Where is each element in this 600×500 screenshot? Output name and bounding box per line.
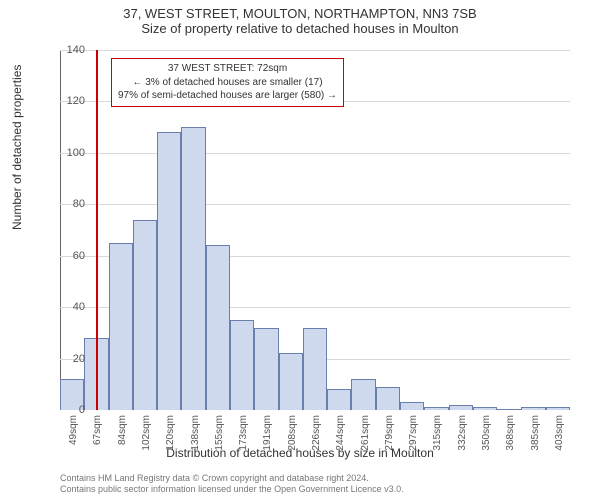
y-tick-label: 40 — [55, 301, 85, 313]
histogram-bar — [230, 320, 254, 410]
chart-plot-area: 37 WEST STREET: 72sqm← 3% of detached ho… — [60, 50, 570, 410]
histogram-bar — [546, 407, 570, 410]
x-tick-label: 226sqm — [311, 415, 322, 451]
x-tick-label: 120sqm — [165, 415, 176, 451]
histogram-bar — [400, 402, 424, 410]
info-box-line: 37 WEST STREET: 72sqm — [118, 62, 337, 76]
x-tick-label: 173sqm — [238, 415, 249, 451]
chart-title-block: 37, WEST STREET, MOULTON, NORTHAMPTON, N… — [0, 0, 600, 36]
histogram-bar — [424, 407, 448, 410]
chart-title-sub: Size of property relative to detached ho… — [0, 21, 600, 36]
y-tick-label: 120 — [55, 95, 85, 107]
footer-line-2: Contains public sector information licen… — [60, 484, 404, 496]
gridline — [60, 50, 570, 51]
histogram-bar — [303, 328, 327, 410]
y-tick-label: 60 — [55, 250, 85, 262]
histogram-bar — [376, 387, 400, 410]
histogram-bar — [181, 127, 205, 410]
histogram-bar — [521, 407, 545, 410]
x-tick-label: 102sqm — [141, 415, 152, 451]
histogram-bar — [157, 132, 181, 410]
histogram-bar — [109, 243, 133, 410]
histogram-bar — [473, 407, 497, 410]
info-box-line: ← 3% of detached houses are smaller (17) — [118, 76, 337, 90]
y-axis-label: Number of detached properties — [10, 65, 24, 230]
x-tick-label: 350sqm — [481, 415, 492, 451]
footer-attribution: Contains HM Land Registry data © Crown c… — [60, 473, 404, 496]
histogram-bar — [449, 405, 473, 410]
x-tick-label: 261sqm — [360, 415, 371, 451]
x-tick-label: 138sqm — [190, 415, 201, 451]
x-tick-label: 191sqm — [262, 415, 273, 451]
info-box-line: 97% of semi-detached houses are larger (… — [118, 89, 337, 103]
footer-line-1: Contains HM Land Registry data © Crown c… — [60, 473, 404, 485]
histogram-bar — [327, 389, 351, 410]
x-tick-label: 315sqm — [432, 415, 443, 451]
y-tick-label: 100 — [55, 147, 85, 159]
x-tick-label: 297sqm — [408, 415, 419, 451]
x-tick-label: 155sqm — [214, 415, 225, 451]
histogram-bar — [351, 379, 375, 410]
x-tick-label: 49sqm — [68, 415, 79, 445]
x-tick-label: 208sqm — [287, 415, 298, 451]
x-tick-label: 403sqm — [554, 415, 565, 451]
x-tick-label: 368sqm — [505, 415, 516, 451]
chart-title-address: 37, WEST STREET, MOULTON, NORTHAMPTON, N… — [0, 6, 600, 21]
x-tick-label: 244sqm — [335, 415, 346, 451]
histogram-bar — [133, 220, 157, 410]
histogram-bar — [254, 328, 278, 410]
gridline — [60, 204, 570, 205]
x-tick-label: 67sqm — [92, 415, 103, 445]
y-tick-label: 20 — [55, 353, 85, 365]
x-tick-label: 84sqm — [117, 415, 128, 445]
property-marker-line — [96, 50, 98, 410]
x-tick-label: 332sqm — [457, 415, 468, 451]
histogram-bar — [279, 353, 303, 410]
histogram-bar — [206, 245, 230, 410]
y-tick-label: 140 — [55, 44, 85, 56]
y-tick-label: 80 — [55, 198, 85, 210]
x-tick-label: 279sqm — [384, 415, 395, 451]
x-tick-label: 385sqm — [530, 415, 541, 451]
gridline — [60, 153, 570, 154]
histogram-bar — [497, 409, 521, 410]
property-info-box: 37 WEST STREET: 72sqm← 3% of detached ho… — [111, 58, 344, 107]
